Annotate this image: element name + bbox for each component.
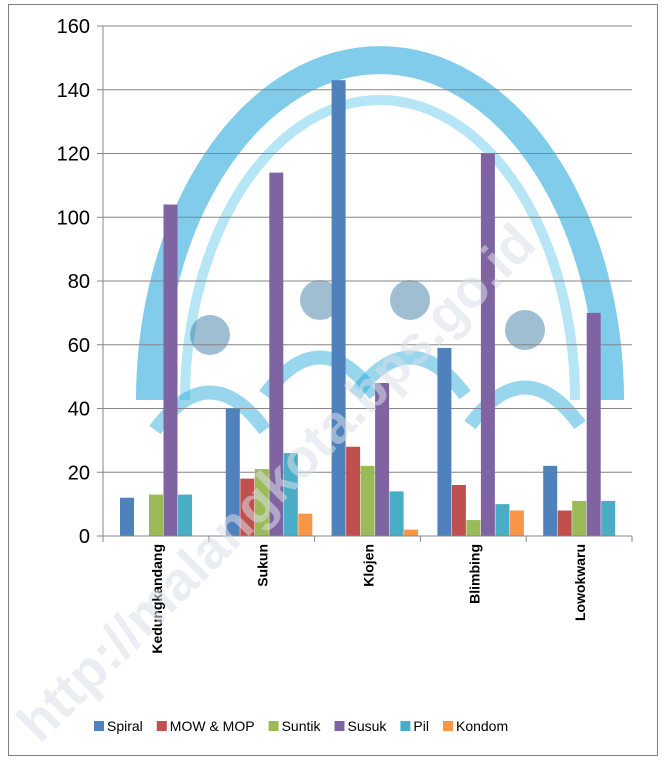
legend-swatch (400, 721, 411, 731)
logo-figure-head (505, 310, 545, 350)
bar (269, 172, 284, 536)
bar (509, 510, 524, 536)
y-tick-label: 60 (68, 335, 90, 357)
legend-swatch (334, 721, 345, 731)
legend-swatch (94, 721, 104, 731)
axes (97, 25, 633, 542)
bar (495, 504, 510, 536)
y-tick-label: 80 (68, 271, 90, 293)
legend-label: Susuk (348, 718, 388, 734)
y-tick-label: 120 (57, 144, 90, 166)
bar (163, 204, 178, 536)
bar (360, 465, 375, 536)
y-tick-label: 20 (68, 462, 90, 484)
y-tick-label: 160 (57, 16, 90, 38)
bar (466, 520, 481, 536)
legend-swatch (442, 721, 453, 731)
legend-label: Spiral (107, 718, 143, 734)
y-tick-label: 0 (79, 526, 90, 548)
bar (601, 500, 616, 536)
bar (346, 446, 361, 536)
bar (225, 408, 240, 536)
y-tick-label: 100 (57, 207, 90, 229)
legend: Spiral MOW & MOP Suntik Susuk Pil Kondom (94, 718, 508, 734)
x-tick-label: Blimbing (466, 544, 482, 604)
bar (586, 312, 601, 536)
bar (331, 80, 346, 536)
x-tick-label: Klojen (361, 544, 377, 587)
legend-label: Pil (413, 718, 429, 734)
bar (557, 510, 572, 536)
logo-arc-inner (180, 95, 580, 401)
bar (389, 491, 404, 536)
legend-swatch (156, 721, 167, 731)
bar (404, 529, 419, 536)
bar (375, 383, 390, 536)
bar (283, 453, 298, 536)
bar (149, 494, 163, 536)
bar (240, 478, 255, 536)
logo-figure-head (390, 280, 430, 320)
bar (543, 465, 558, 536)
y-tick-label: 140 (57, 80, 90, 102)
y-tick-labels: 0 20 40 60 80 100 120 140 160 (57, 16, 90, 548)
logo-figure-body (349, 350, 471, 400)
legend-swatch (268, 721, 279, 731)
bar (178, 494, 192, 536)
x-tick-label: Sukun (255, 544, 271, 587)
bar (298, 513, 313, 536)
logo-figure-head (190, 315, 230, 355)
bar (120, 497, 134, 536)
x-tick-label: Lowokwaru (572, 544, 588, 621)
x-tick-label: Kedungkandang (149, 544, 165, 654)
bar (451, 485, 466, 536)
bar (437, 347, 452, 536)
legend-label: Suntik (282, 718, 322, 734)
y-tick-label: 40 (68, 399, 90, 421)
legend-label: MOW & MOP (170, 718, 255, 734)
bars (120, 80, 616, 536)
bar (254, 469, 269, 536)
bar (572, 500, 587, 536)
bar (480, 153, 495, 536)
x-tick-labels: Kedungkandang Sukun Klojen Blimbing Lowokwar… (149, 544, 588, 654)
logo-figure-head (300, 280, 340, 320)
legend-label: Kondom (456, 718, 508, 734)
